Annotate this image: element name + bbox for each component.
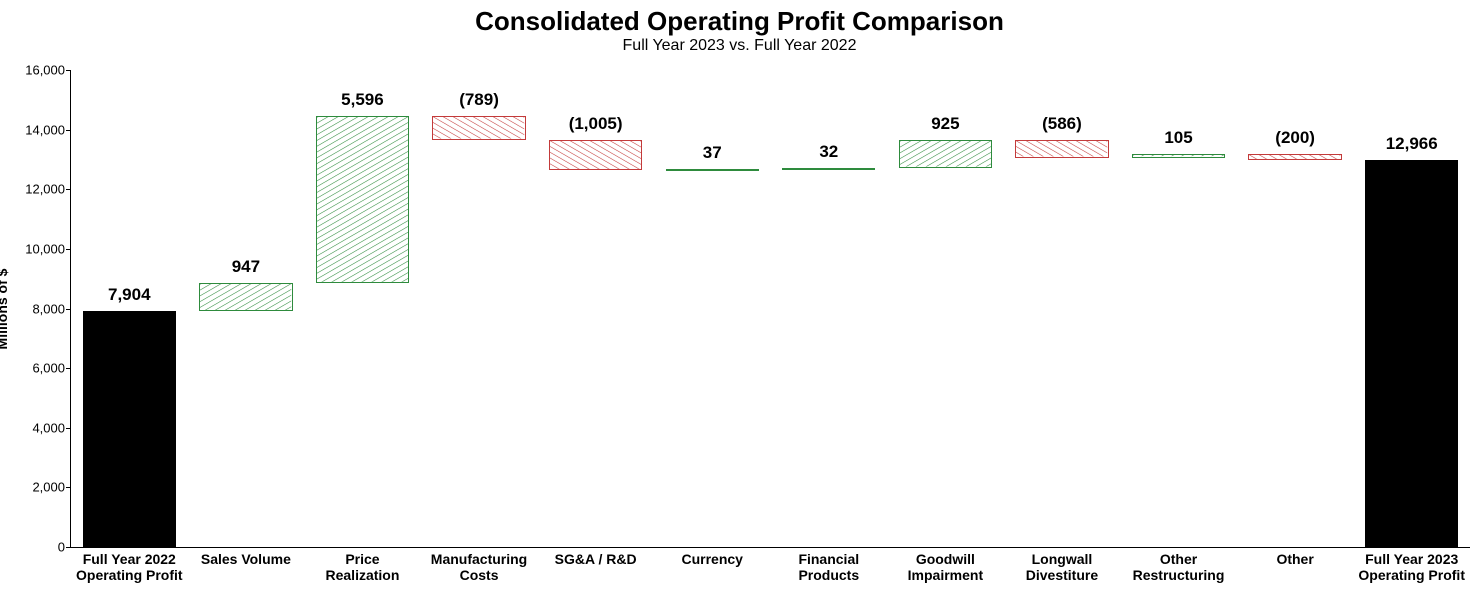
- y-tick-label: 6,000: [32, 361, 71, 376]
- category-label: GoodwillImpairment: [888, 547, 1002, 583]
- bar-value-label: (586): [1042, 114, 1082, 134]
- plot-area: 02,0004,0006,0008,00010,00012,00014,0001…: [70, 70, 1470, 548]
- y-tick-label: 16,000: [25, 63, 71, 78]
- category-label: FinancialProducts: [772, 547, 886, 583]
- category-label: Currency: [655, 547, 769, 567]
- category-label: ManufacturingCosts: [422, 547, 536, 583]
- waterfall-decrease-bar: [432, 116, 525, 140]
- bar-value-label: 12,966: [1386, 134, 1438, 154]
- y-tick-label: 10,000: [25, 241, 71, 256]
- chart-title: Consolidated Operating Profit Comparison: [0, 0, 1479, 37]
- waterfall-decrease-bar: [1015, 140, 1108, 157]
- chart-subtitle: Full Year 2023 vs. Full Year 2022: [0, 37, 1479, 55]
- waterfall-decrease-bar: [1248, 154, 1341, 160]
- waterfall-chart: Consolidated Operating Profit Comparison…: [0, 0, 1479, 602]
- y-tick-label: 14,000: [25, 122, 71, 137]
- y-tick-label: 8,000: [32, 301, 71, 316]
- category-label: Sales Volume: [189, 547, 303, 567]
- bar-value-label: (200): [1275, 128, 1315, 148]
- waterfall-total-bar: [83, 311, 176, 547]
- y-tick-label: 0: [58, 540, 71, 555]
- bar-value-label: 925: [931, 114, 959, 134]
- category-label: SG&A / R&D: [539, 547, 653, 567]
- waterfall-increase-bar: [899, 140, 992, 168]
- bar-value-label: (1,005): [569, 114, 623, 134]
- bar-value-label: (789): [459, 90, 499, 110]
- y-tick-label: 4,000: [32, 420, 71, 435]
- bar-value-label: 37: [703, 143, 722, 163]
- waterfall-increase-bar: [316, 116, 409, 283]
- waterfall-total-bar: [1365, 160, 1458, 547]
- y-tick-label: 2,000: [32, 480, 71, 495]
- category-label: OtherRestructuring: [1121, 547, 1235, 583]
- waterfall-increase-bar: [199, 283, 292, 311]
- y-tick-label: 12,000: [25, 182, 71, 197]
- category-label: Other: [1238, 547, 1352, 567]
- category-label: PriceRealization: [305, 547, 419, 583]
- bar-value-label: 105: [1164, 128, 1192, 148]
- waterfall-increase-bar: [1132, 154, 1225, 157]
- category-label: Full Year 2023Operating Profit: [1355, 547, 1469, 583]
- bar-value-label: 7,904: [108, 285, 151, 305]
- y-axis-label: Millions of $: [0, 268, 10, 349]
- waterfall-decrease-bar: [549, 140, 642, 170]
- bar-value-label: 5,596: [341, 90, 384, 110]
- waterfall-increase-bar: [782, 168, 875, 170]
- category-label: LongwallDivestiture: [1005, 547, 1119, 583]
- category-label: Full Year 2022Operating Profit: [72, 547, 186, 583]
- waterfall-increase-bar: [666, 169, 759, 171]
- bar-value-label: 947: [232, 257, 260, 277]
- bar-value-label: 32: [819, 142, 838, 162]
